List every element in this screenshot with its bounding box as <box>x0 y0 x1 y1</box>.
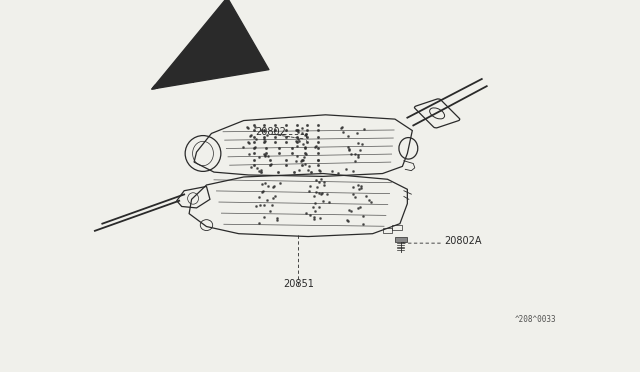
Text: 20851: 20851 <box>283 279 314 289</box>
Text: 20802: 20802 <box>255 127 286 137</box>
Text: ^208^0033: ^208^0033 <box>515 315 556 324</box>
Text: FRONT: FRONT <box>167 76 198 85</box>
Text: 20802A: 20802A <box>445 236 482 246</box>
Bar <box>383 228 392 232</box>
FancyBboxPatch shape <box>414 99 460 128</box>
Polygon shape <box>395 237 407 242</box>
Bar <box>392 225 403 230</box>
Ellipse shape <box>429 108 445 119</box>
